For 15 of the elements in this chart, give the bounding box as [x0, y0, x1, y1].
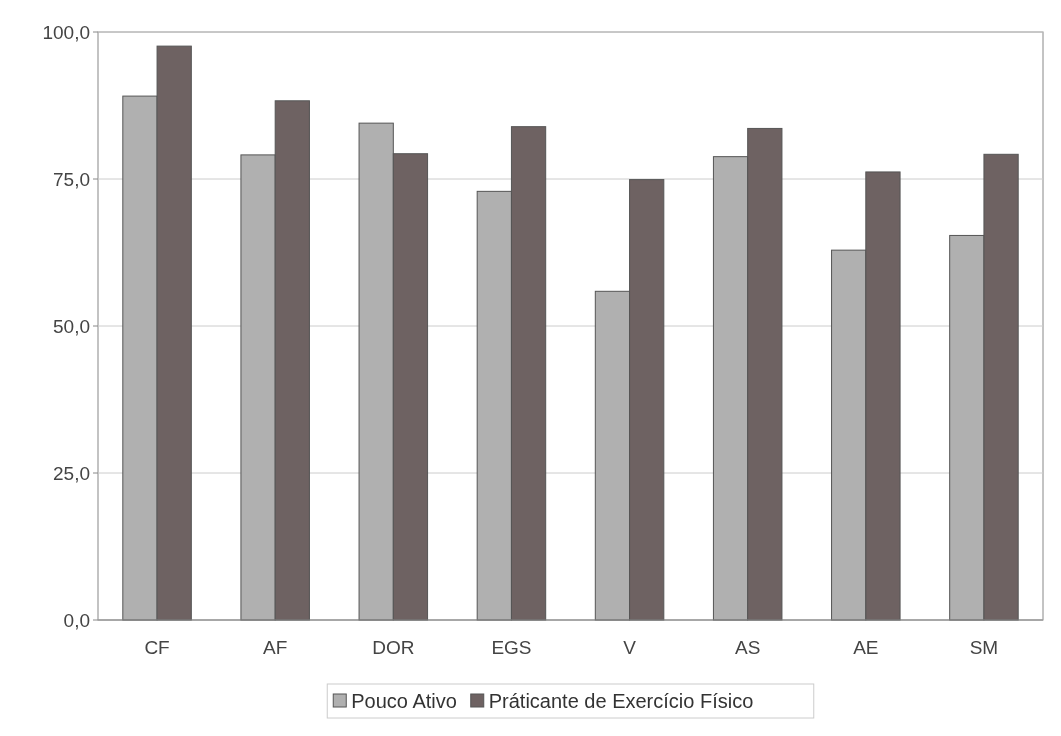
legend-label: Práticante de Exercício Físico [488, 690, 754, 712]
y-tick-label: 50,0 [53, 315, 90, 337]
y-tick-label: 75,0 [53, 168, 90, 190]
y-tick-label: 100,0 [42, 21, 90, 43]
x-tick-label: SM [969, 637, 999, 658]
x-tick-label: AS [735, 637, 761, 658]
x-tick-label: AE [853, 637, 879, 658]
y-tick-label: 25,0 [53, 462, 90, 484]
legend-label: Pouco Ativo [351, 690, 457, 712]
x-tick-label: CF [144, 637, 170, 658]
y-tick-label: 0,0 [63, 609, 90, 631]
x-tick-label: DOR [372, 637, 415, 658]
x-tick-label: EGS [491, 637, 532, 658]
x-tick-label: AF [263, 637, 288, 658]
x-tick-label: V [623, 637, 637, 658]
